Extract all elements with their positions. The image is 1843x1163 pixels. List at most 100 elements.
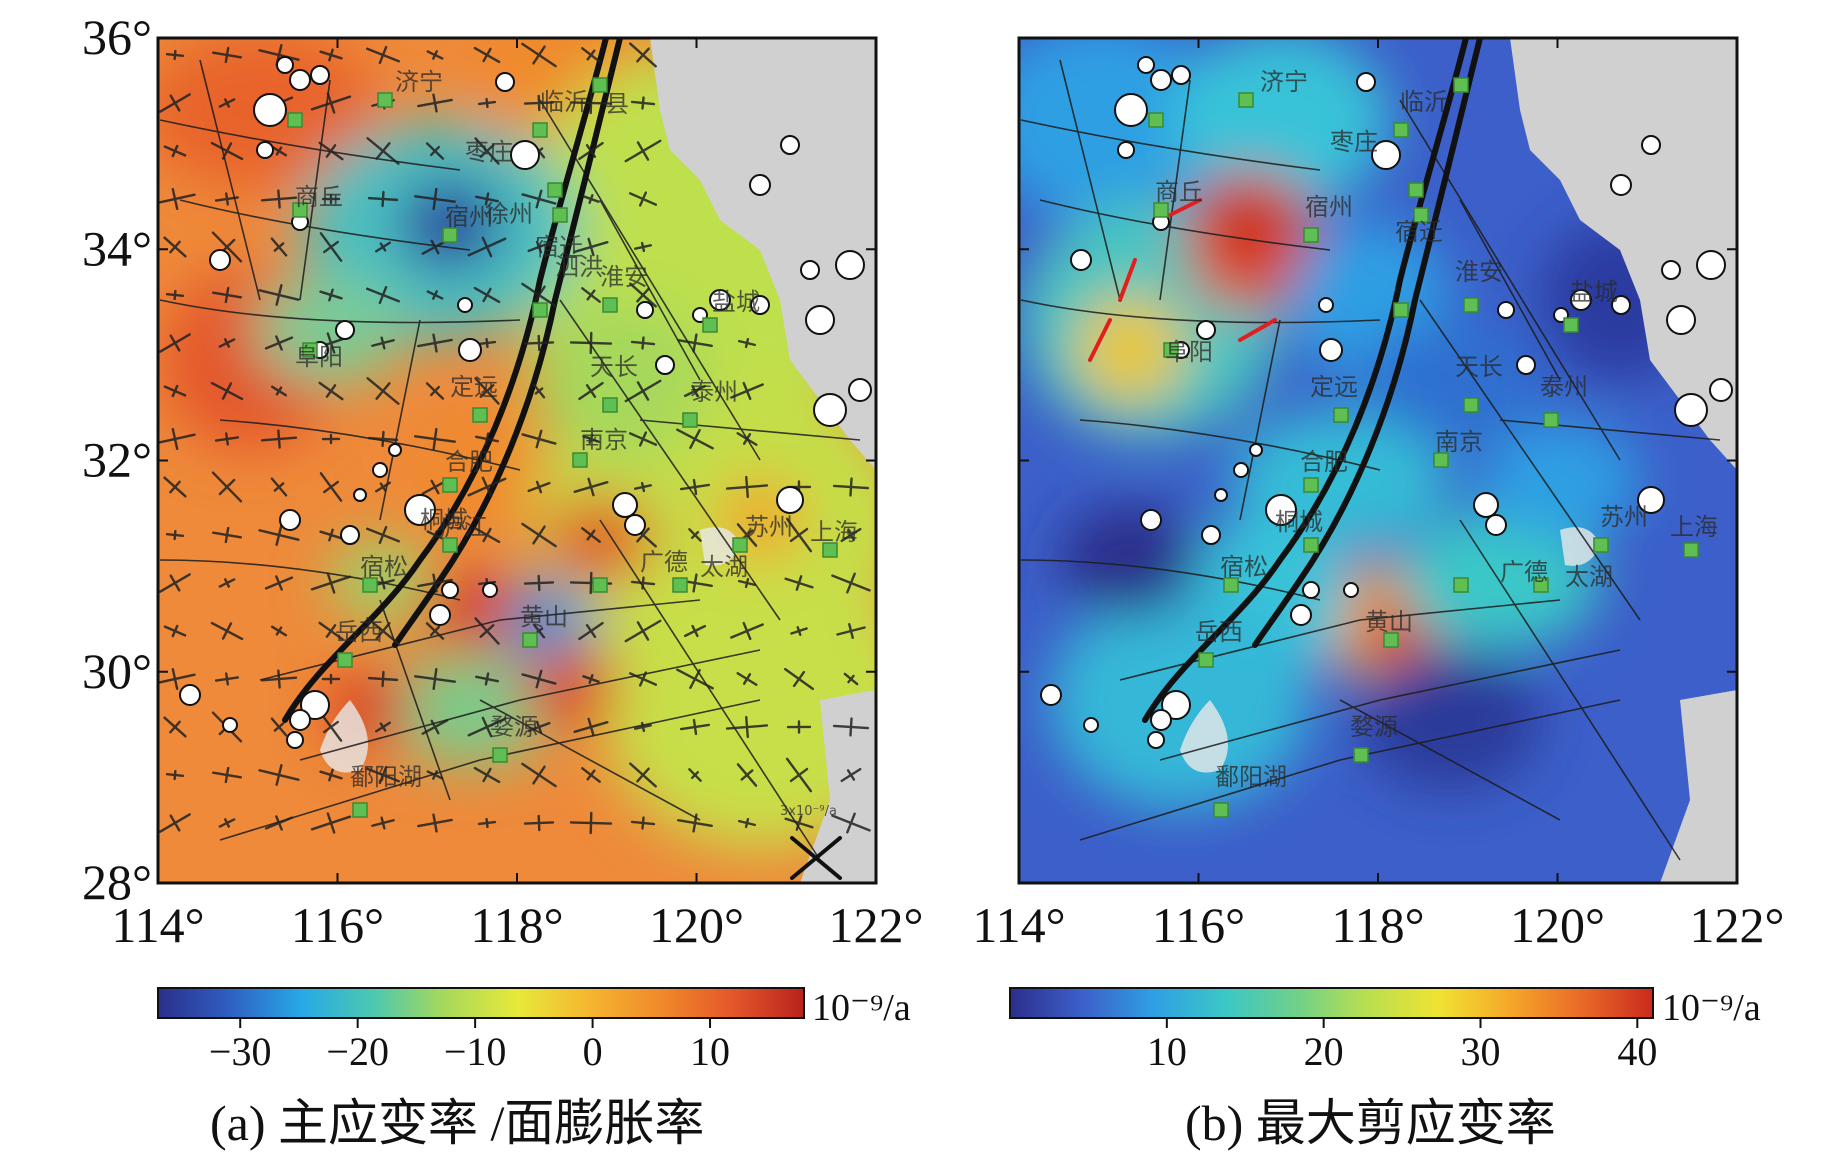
earthquake-epicenter: [340, 525, 360, 545]
lon-tick-label: 122°: [1690, 897, 1785, 953]
earthquake-epicenter: [709, 289, 731, 311]
strain-vector: [221, 142, 233, 160]
strain-vector: [173, 289, 177, 301]
strain-vector: [328, 768, 334, 782]
strain-vector: [432, 93, 438, 113]
earthquake-epicenter: [1666, 305, 1696, 335]
vector-scale: 3x10⁻⁹/a: [780, 804, 842, 880]
gps-station: [472, 407, 488, 423]
strain-vector: [325, 624, 337, 638]
strain-vector: [379, 242, 387, 252]
gps-station: [552, 207, 568, 223]
place-label: 岳西: [1195, 618, 1243, 646]
strain-vector: [275, 815, 283, 831]
strain-vector: [744, 817, 750, 829]
earthquake-epicenter: [1117, 141, 1135, 159]
place-label: 鄱阳湖: [1215, 763, 1287, 791]
gps-station: [362, 577, 378, 593]
gps-station: [302, 342, 318, 358]
place-label: 黄山: [1365, 608, 1413, 636]
earthquake-epicenter: [1611, 295, 1631, 315]
gps-station: [732, 537, 748, 553]
strain-vector: [275, 575, 283, 591]
strain-vector: [636, 621, 650, 641]
gps-station: [377, 92, 393, 108]
strain-vector: [173, 769, 177, 781]
strain-vector: [636, 527, 650, 543]
place-label: 宿州: [445, 203, 493, 231]
strain-vector: [277, 429, 281, 449]
strain-vector: [432, 50, 438, 60]
strain-vector: [789, 767, 809, 783]
strain-vector: [638, 191, 648, 207]
gps-station: [1153, 202, 1169, 218]
place-label: 临沂: [540, 88, 588, 116]
strain-vector: [379, 482, 387, 492]
earthquake-epicenter: [253, 93, 287, 127]
strain-vector: [692, 813, 698, 833]
strain-vector: [432, 573, 438, 593]
place-label: 天长: [590, 353, 638, 381]
place-label: 定远: [450, 373, 498, 401]
strain-vector: [481, 716, 493, 738]
caption-a: (a) 主应变率 /面膨胀率: [210, 1095, 704, 1151]
earthquake-epicenter: [1265, 494, 1297, 526]
place-label: 县: [605, 90, 629, 118]
strain-vector: [586, 289, 596, 301]
place-label: 济宁: [1260, 68, 1308, 96]
strain-vector: [482, 767, 492, 783]
gps-station: [1383, 632, 1399, 648]
strain-vector: [587, 477, 595, 497]
strain-vector: [534, 387, 544, 395]
strain-vector: [745, 715, 749, 739]
gps-station: [1393, 122, 1409, 138]
earthquake-epicenter: [1201, 525, 1221, 545]
earthquake-epicenter: [289, 709, 311, 731]
gps-station: [592, 77, 608, 93]
strain-vector: [692, 573, 698, 593]
colorbar-tick-label: 10: [1147, 1029, 1187, 1074]
gps-station: [1683, 542, 1699, 558]
strain-vector: [535, 189, 543, 209]
earthquake-epicenter: [1696, 250, 1726, 280]
strain-vector: [482, 527, 492, 543]
strain-vector: [432, 530, 438, 540]
colorbar-tick-label: 0: [583, 1029, 603, 1074]
strain-vector: [380, 576, 386, 590]
earthquake-epicenter: [335, 320, 355, 340]
strain-vector: [432, 813, 438, 833]
strain-vector: [742, 433, 752, 445]
strain-vector: [636, 767, 650, 783]
earthquake-epicenter: [1290, 604, 1312, 626]
strain-vector: [587, 717, 595, 737]
strain-vector: [328, 288, 334, 302]
gps-station: [532, 302, 548, 318]
strain-vector: [636, 141, 650, 161]
earthquake-epicenter: [179, 684, 201, 706]
earthquake-epicenter: [310, 65, 330, 85]
strain-vector: [849, 717, 853, 737]
place-label: 太湖: [700, 553, 748, 581]
earthquake-epicenter: [1570, 289, 1592, 311]
gps-station: [287, 112, 303, 128]
colorbar-b: 10⁻⁹/a 10 20 30 40: [1009, 987, 1761, 1074]
strain-vector: [169, 480, 181, 494]
gps-station: [1463, 297, 1479, 313]
earthquake-epicenter: [1150, 69, 1172, 91]
strain-vector: [171, 144, 179, 158]
strain-vector: [588, 674, 594, 684]
strain-vector: [375, 622, 391, 640]
strain-vector: [482, 287, 492, 303]
colorbar-a: 10⁻⁹/a −30 −20 −10 0 10: [157, 987, 911, 1074]
place-label: 阜阳: [295, 343, 343, 371]
earthquake-epicenter: [1233, 462, 1249, 478]
earthquake-epicenter: [612, 492, 638, 518]
place-label: 南京: [580, 426, 628, 454]
strain-vector: [740, 769, 754, 781]
place-label: 阜阳: [1165, 338, 1213, 366]
earthquake-epicenter: [495, 72, 515, 92]
strain-vector: [691, 624, 699, 638]
strain-vector: [375, 142, 391, 160]
place-label: 盐城: [1570, 278, 1618, 306]
strain-vector: [586, 49, 596, 61]
